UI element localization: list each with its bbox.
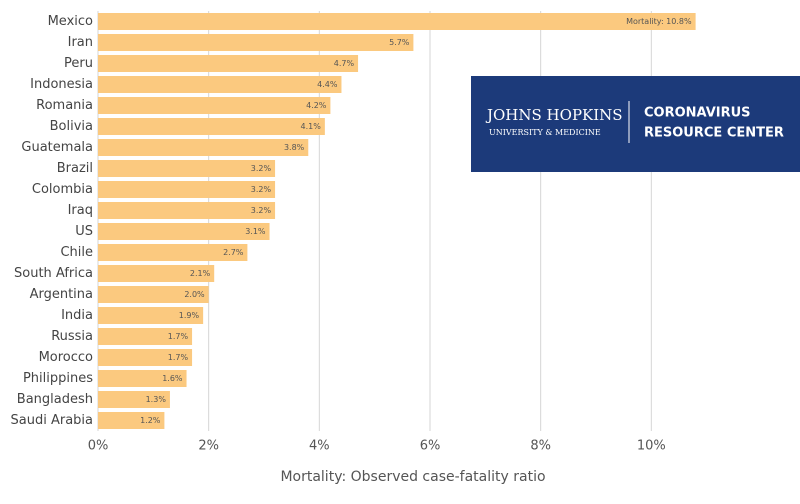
value-label: 1.7% [168,332,189,341]
bar [98,244,248,261]
x-axis-title: Mortality: Observed case-fatality ratio [280,469,545,485]
y-tick-label: Bolivia [50,119,93,134]
y-tick-label: Indonesia [30,77,93,92]
value-label: 3.8% [284,143,305,152]
bar [98,139,309,156]
bar [98,55,359,72]
y-tick-label: Brazil [57,161,93,176]
bar [98,34,414,51]
value-label: 4.4% [317,80,338,89]
logo-box [471,76,800,172]
y-tick-label: Chile [60,245,93,260]
bar [98,286,209,303]
y-tick-label: Argentina [30,287,93,302]
bar [98,349,193,366]
value-label: 1.6% [162,374,183,383]
value-label: 3.2% [251,206,272,215]
value-label: 3.2% [251,164,272,173]
x-tick-label: 0% [88,439,109,454]
y-tick-label: Philippines [23,371,93,386]
logo: JOHNS HOPKINS UNIVERSITY & MEDICINE CORO… [471,76,800,172]
logo-title: RESOURCE CENTER [644,126,784,141]
bar [98,202,276,219]
y-tick-label: Iraq [68,203,93,218]
value-label: 4.2% [306,101,327,110]
bar [98,13,696,30]
value-label: 2.1% [190,269,211,278]
x-tick-label: 8% [530,439,551,454]
bar [98,118,325,135]
bar [98,160,276,177]
value-label: Mortality: 10.8% [626,17,692,26]
y-tick-label: Iran [68,35,93,50]
bar [98,76,342,93]
bar [98,265,215,282]
x-tick-label: 2% [198,439,219,454]
y-tick-label: Romania [36,98,93,113]
bar [98,328,193,345]
value-label: 3.1% [245,227,266,236]
value-label: 2.7% [223,248,244,257]
value-label: 1.2% [140,416,161,425]
logo-title: CORONAVIRUS [644,106,751,121]
value-label: 4.7% [334,59,355,68]
bar [98,307,204,324]
bar [98,370,187,387]
y-tick-label: Morocco [39,350,93,365]
bars: Mexico Mortality: 10.8% Iran 5.7% Peru 4.7% In… [11,13,696,429]
bar [98,97,331,114]
value-label: 1.3% [146,395,167,404]
y-tick-label: India [61,308,93,323]
y-tick-label: US [75,224,93,239]
y-tick-label: Guatemala [21,140,93,155]
value-label: 4.1% [301,122,322,131]
bar [98,391,170,408]
x-tick-label: 10% [637,439,666,454]
y-tick-label: Peru [64,56,93,71]
bar [98,181,276,198]
x-tick-label: 6% [420,439,441,454]
x-tick-label: 4% [309,439,330,454]
value-label: 1.9% [179,311,200,320]
y-tick-label: Colombia [32,182,93,197]
value-label: 5.7% [389,38,410,47]
y-tick-label: Saudi Arabia [11,413,94,428]
y-tick-label: South Africa [14,266,93,281]
bar [98,412,165,429]
logo-name: JOHNS HOPKINS [485,106,623,124]
value-label: 1.7% [168,353,189,362]
y-tick-label: Bangladesh [17,392,93,407]
bar [98,223,270,240]
y-tick-label: Mexico [48,14,93,29]
y-tick-label: Russia [51,329,93,344]
value-label: 3.2% [251,185,272,194]
value-label: 2.0% [184,290,205,299]
logo-subname: UNIVERSITY & MEDICINE [489,128,601,137]
